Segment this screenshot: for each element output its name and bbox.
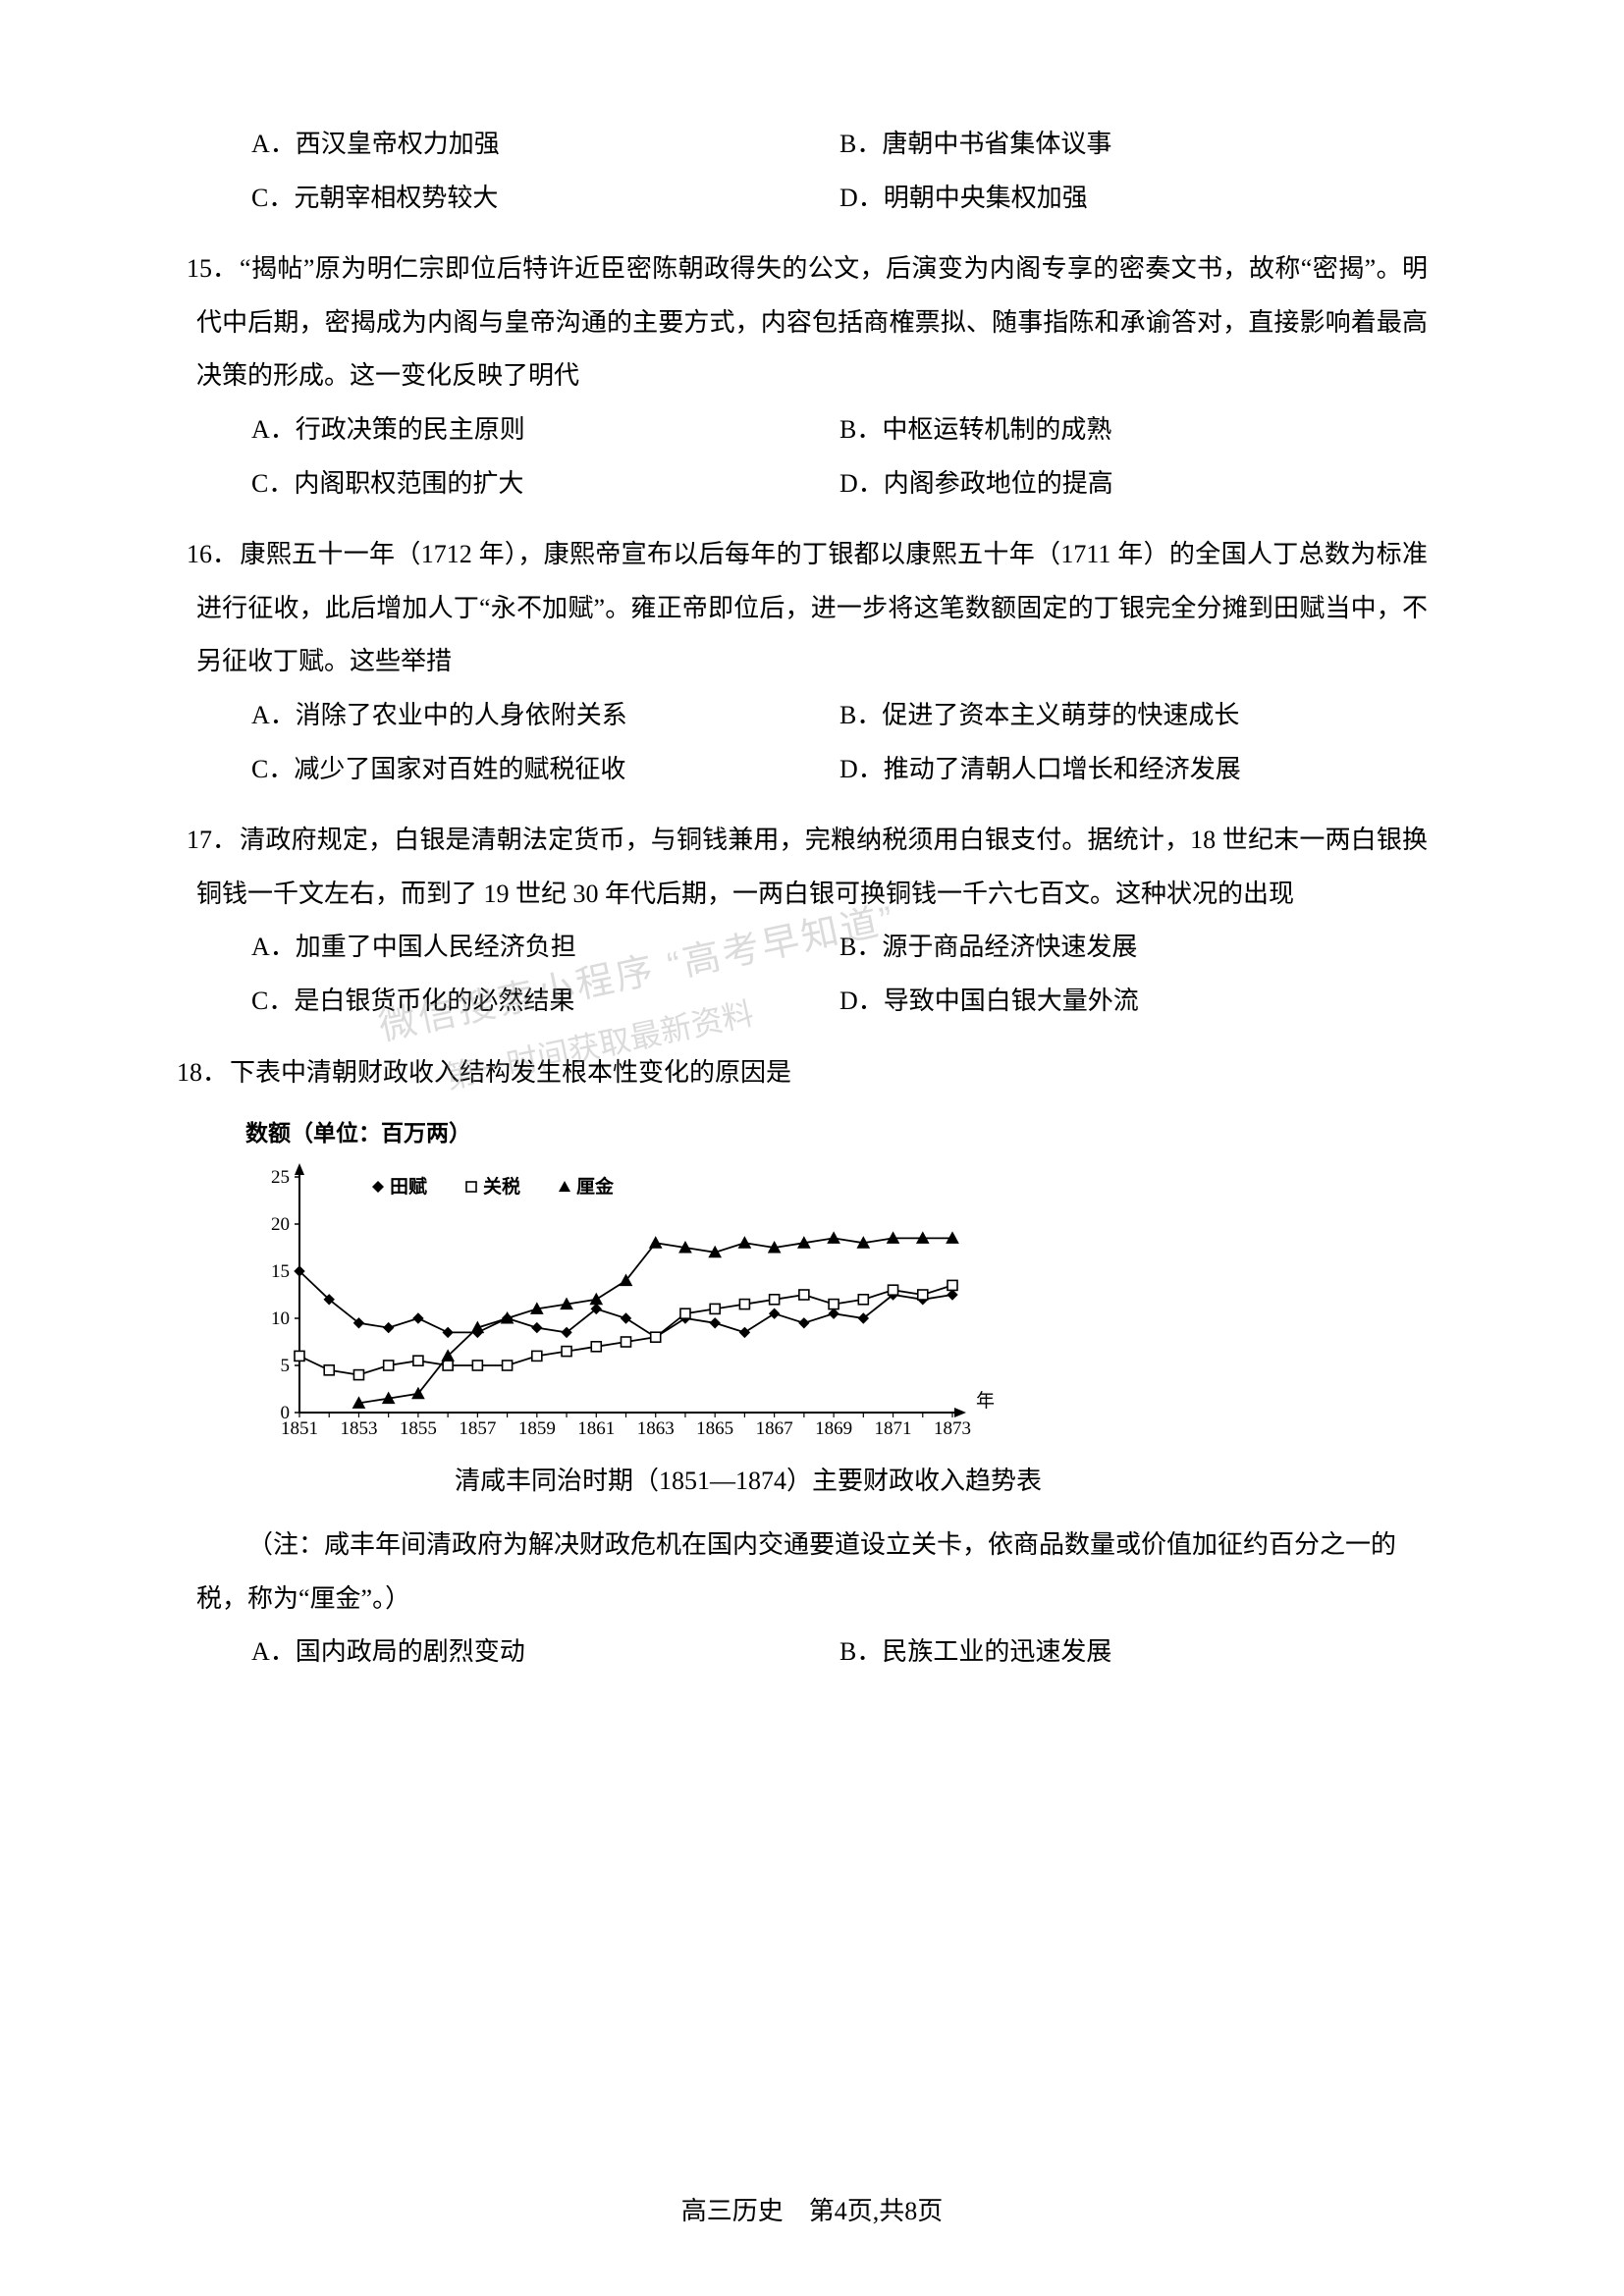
- q16-text: 康熙五十一年（1712 年），康熙帝宣布以后每年的丁银都以康熙五十年（1711 …: [196, 540, 1428, 675]
- svg-text:1873: 1873: [934, 1418, 971, 1439]
- page-footer: 高三历史 第4页,共8页: [0, 2191, 1624, 2227]
- svg-text:15: 15: [271, 1261, 290, 1282]
- q16-num: 16．: [187, 528, 238, 582]
- svg-text:1871: 1871: [875, 1418, 912, 1439]
- svg-text:20: 20: [271, 1214, 290, 1235]
- svg-text:1853: 1853: [340, 1418, 377, 1439]
- question-16: 16．康熙五十一年（1712 年），康熙帝宣布以后每年的丁银都以康熙五十年（17…: [196, 528, 1428, 796]
- svg-text:1861: 1861: [577, 1418, 615, 1439]
- option-14c: C．元朝宰相权势较大: [251, 172, 839, 226]
- svg-text:1859: 1859: [518, 1418, 556, 1439]
- chart-ylabel: 数额（单位：百万两）: [245, 1109, 1428, 1156]
- svg-text:厘金: 厘金: [576, 1175, 615, 1198]
- question-14: A．西汉皇帝权力加强 B．唐朝中书省集体议事 C．元朝宰相权势较大 D．明朝中央…: [196, 118, 1428, 225]
- svg-text:年: 年: [976, 1390, 995, 1412]
- svg-text:25: 25: [271, 1167, 290, 1188]
- q15-num: 15．: [187, 242, 238, 296]
- q18-text: 下表中清朝财政收入结构发生根本性变化的原因是: [230, 1058, 791, 1087]
- option-15a: A．行政决策的民主原则: [251, 403, 839, 457]
- option-15c: C．内阁职权范围的扩大: [251, 457, 839, 511]
- chart-caption: 清咸丰同治时期（1851—1874）主要财政收入趋势表: [245, 1455, 1428, 1509]
- option-16c: C．减少了国家对百姓的赋税征收: [251, 743, 839, 797]
- svg-text:10: 10: [271, 1308, 290, 1329]
- question-18: 18．下表中清朝财政收入结构发生根本性变化的原因是 数额（单位：百万两） 051…: [196, 1046, 1428, 1680]
- option-14a: A．西汉皇帝权力加强: [251, 118, 839, 172]
- chart-container: 数额（单位：百万两） 05101520251851185318551857185…: [245, 1109, 1428, 1509]
- option-15b: B．中枢运转机制的成熟: [839, 403, 1428, 457]
- option-17c: C．是白银货币化的必然结果: [251, 975, 839, 1029]
- svg-text:田赋: 田赋: [390, 1176, 427, 1198]
- svg-text:1857: 1857: [459, 1418, 496, 1439]
- svg-text:1869: 1869: [815, 1418, 852, 1439]
- option-14b: B．唐朝中书省集体议事: [839, 118, 1428, 172]
- option-17d: D．导致中国白银大量外流: [839, 975, 1428, 1029]
- option-15d: D．内阁参政地位的提高: [839, 457, 1428, 511]
- q17-text: 清政府规定，白银是清朝法定货币，与铜钱兼用，完粮纳税须用白银支付。据统计，18 …: [196, 826, 1428, 908]
- svg-text:1855: 1855: [400, 1418, 437, 1439]
- option-16a: A．消除了农业中的人身依附关系: [251, 689, 839, 743]
- svg-text:1851: 1851: [281, 1418, 318, 1439]
- revenue-chart: 0510152025185118531855185718591861186318…: [245, 1162, 1011, 1447]
- q18-note: （注：咸丰年间清政府为解决财政危机在国内交通要道设立关卡，依商品数量或价值加征约…: [196, 1519, 1428, 1626]
- q15-text: “揭帖”原为明仁宗即位后特许近臣密陈朝政得失的公文，后演变为内阁专享的密奏文书，…: [196, 254, 1428, 390]
- q17-num: 17．: [187, 814, 238, 868]
- svg-text:1863: 1863: [637, 1418, 675, 1439]
- option-18a: A．国内政局的剧烈变动: [251, 1626, 839, 1680]
- option-17b: B．源于商品经济快速发展: [839, 921, 1428, 975]
- option-16d: D．推动了清朝人口增长和经济发展: [839, 743, 1428, 797]
- svg-text:1865: 1865: [696, 1418, 733, 1439]
- option-16b: B．促进了资本主义萌芽的快速成长: [839, 689, 1428, 743]
- option-14d: D．明朝中央集权加强: [839, 172, 1428, 226]
- q18-num: 18．: [177, 1046, 228, 1100]
- question-15: 15．“揭帖”原为明仁宗即位后特许近臣密陈朝政得失的公文，后演变为内阁专享的密奏…: [196, 242, 1428, 510]
- svg-text:1867: 1867: [756, 1418, 793, 1439]
- question-17: 17．清政府规定，白银是清朝法定货币，与铜钱兼用，完粮纳税须用白银支付。据统计，…: [196, 814, 1428, 1028]
- svg-text:5: 5: [281, 1356, 291, 1376]
- option-17a: A．加重了中国人民经济负担: [251, 921, 839, 975]
- option-18b: B．民族工业的迅速发展: [839, 1626, 1428, 1680]
- svg-text:关税: 关税: [483, 1175, 520, 1198]
